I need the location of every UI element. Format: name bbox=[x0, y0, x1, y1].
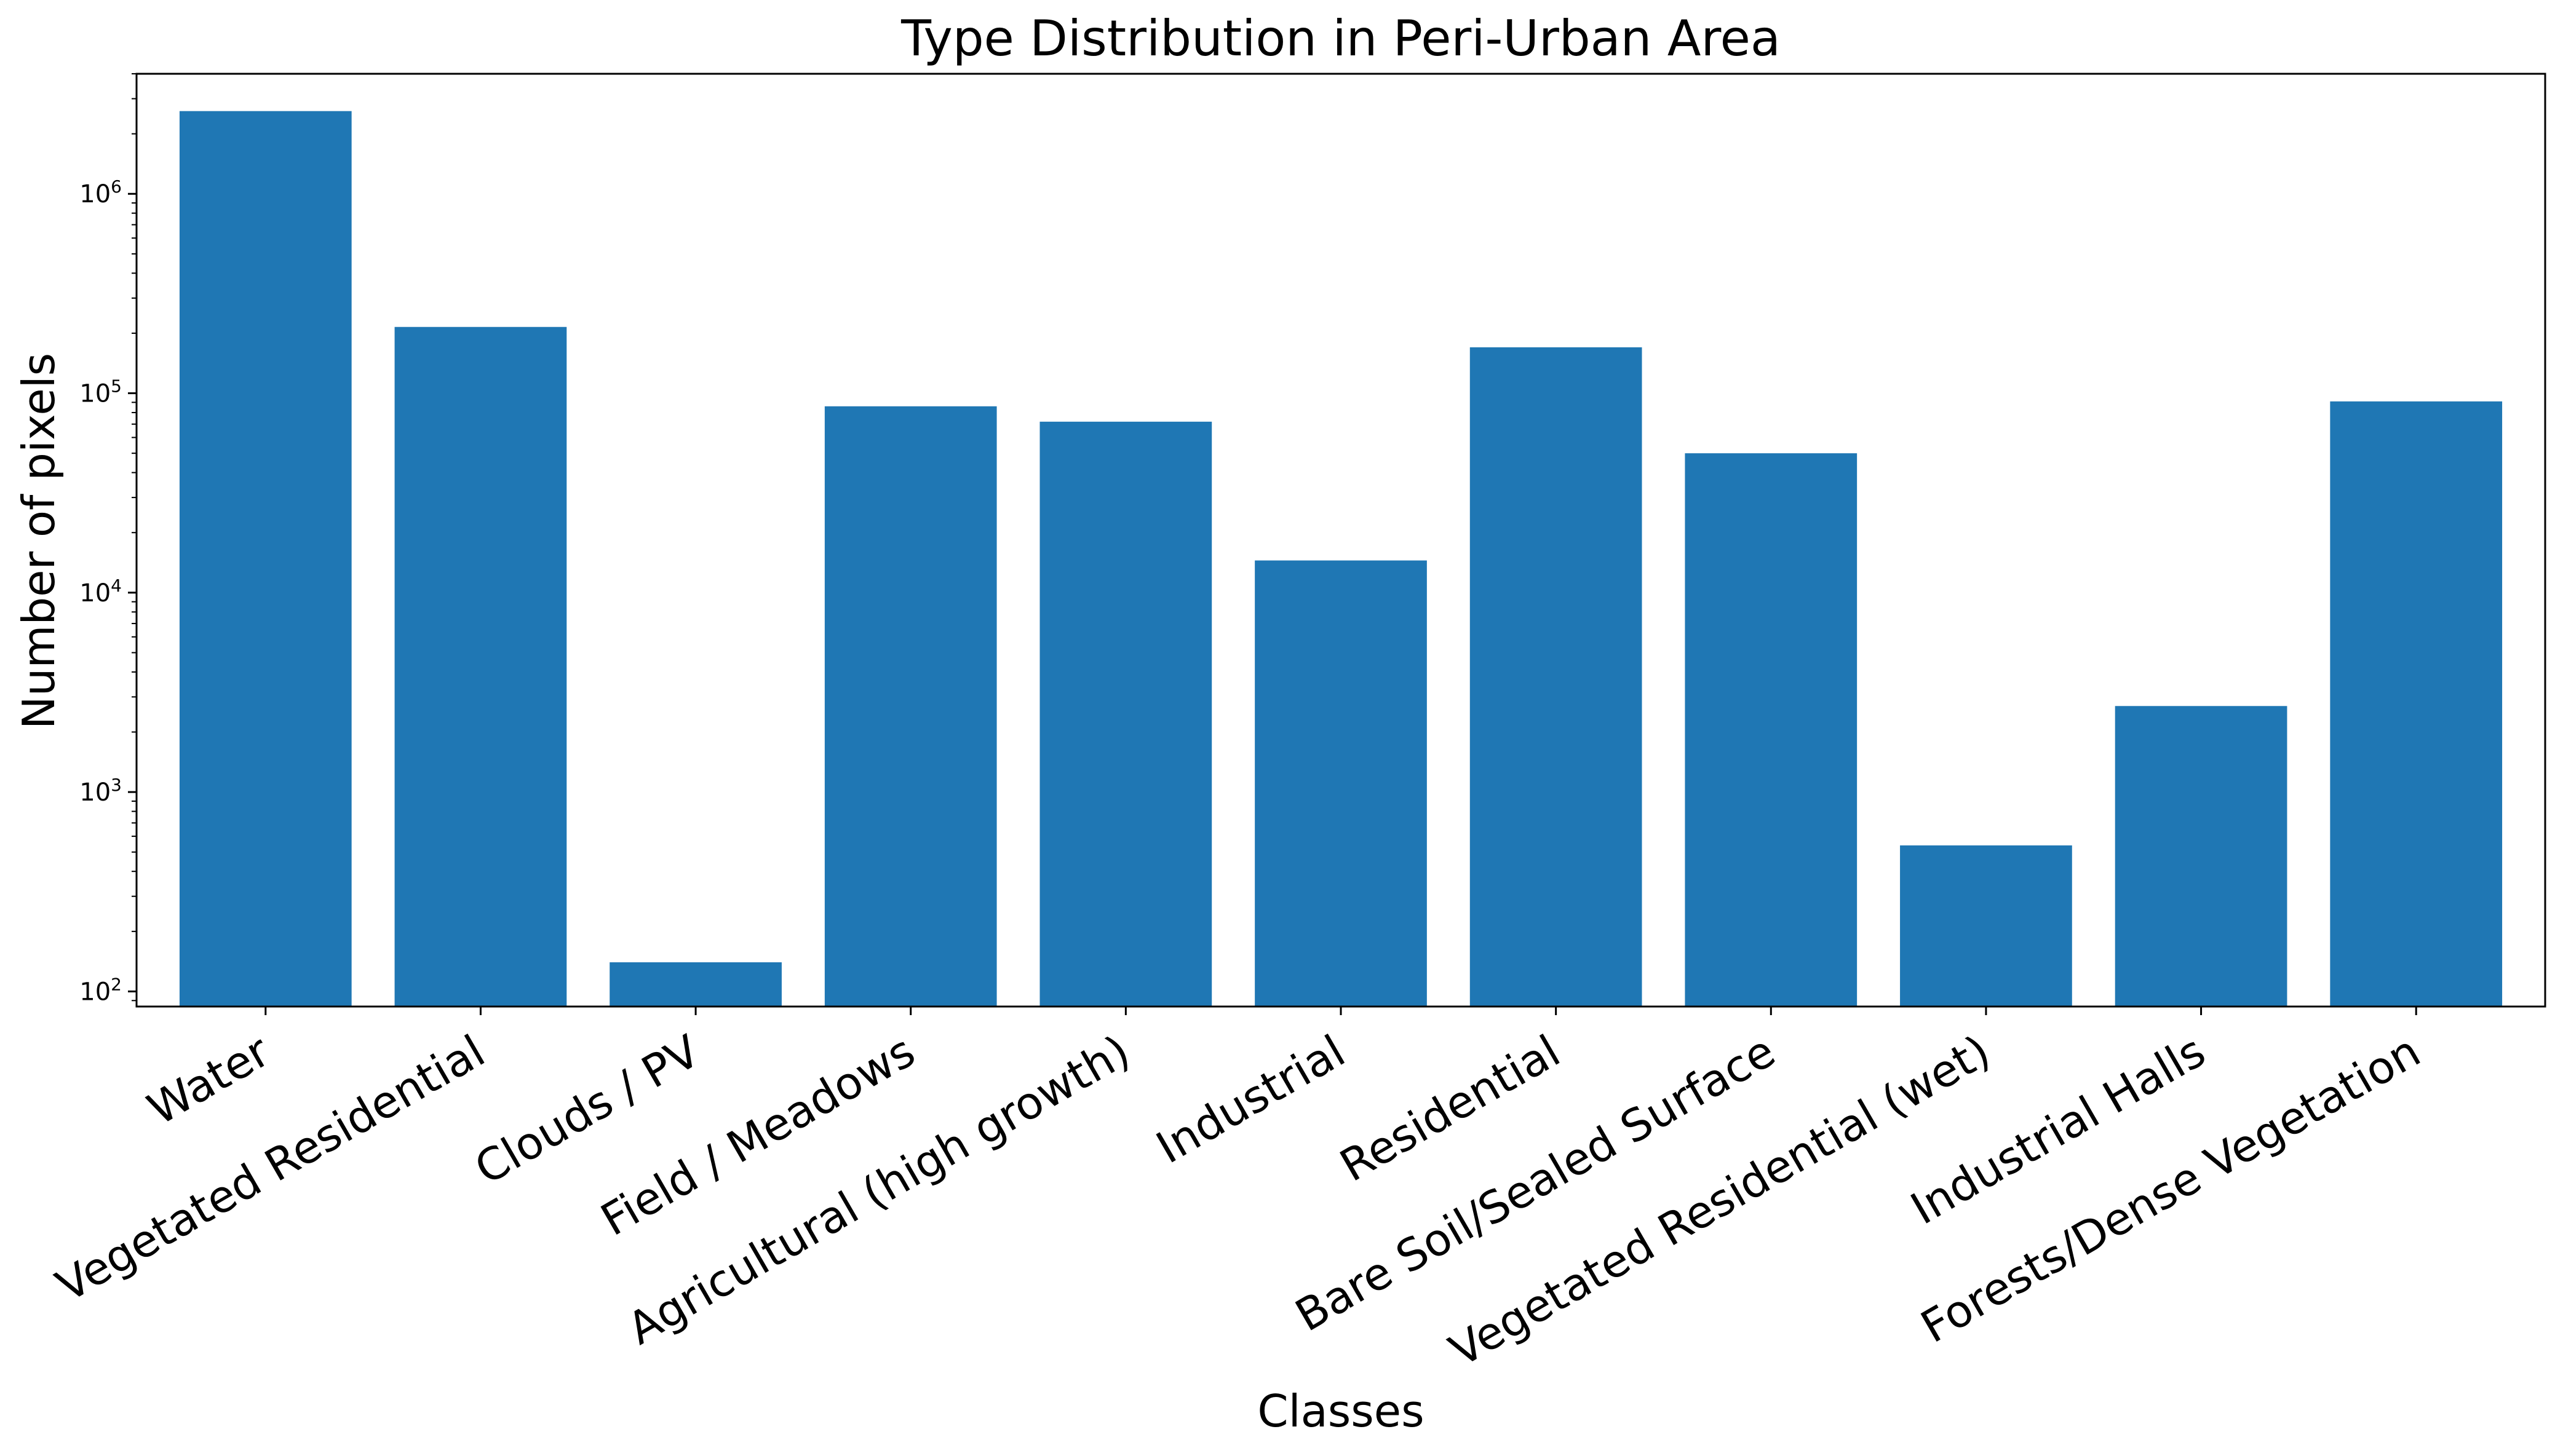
bar-3 bbox=[824, 406, 997, 1007]
bar-0 bbox=[179, 111, 352, 1007]
bar-5 bbox=[1255, 560, 1427, 1007]
bar-1 bbox=[394, 326, 567, 1007]
bars-group bbox=[179, 111, 2503, 1007]
plot-frame bbox=[135, 73, 2546, 1008]
y-axis-label: Number of pixels bbox=[13, 353, 65, 729]
x-tick-label: Industrial bbox=[1148, 1025, 1353, 1174]
bar-8 bbox=[1900, 845, 2072, 1007]
bar-7 bbox=[1685, 453, 1858, 1007]
bar-2 bbox=[610, 962, 782, 1007]
y-tick-label: 103 bbox=[79, 775, 122, 807]
y-tick-label: 104 bbox=[79, 576, 122, 607]
y-axis-ticks: 102 103 104 105 106 bbox=[79, 73, 137, 1006]
x-axis-label: Classes bbox=[1257, 1385, 1424, 1437]
bar-4 bbox=[1039, 421, 1212, 1007]
bar-6 bbox=[1469, 347, 1642, 1007]
y-tick-label: 102 bbox=[79, 974, 122, 1006]
x-tick-label: Water bbox=[139, 1025, 279, 1135]
bar-10 bbox=[2330, 401, 2503, 1007]
y-tick-label: 105 bbox=[79, 376, 122, 408]
y-tick-label: 106 bbox=[79, 176, 122, 208]
chart-title: Type Distribution in Peri-Urban Area bbox=[900, 10, 1781, 67]
bar-9 bbox=[2115, 706, 2287, 1007]
